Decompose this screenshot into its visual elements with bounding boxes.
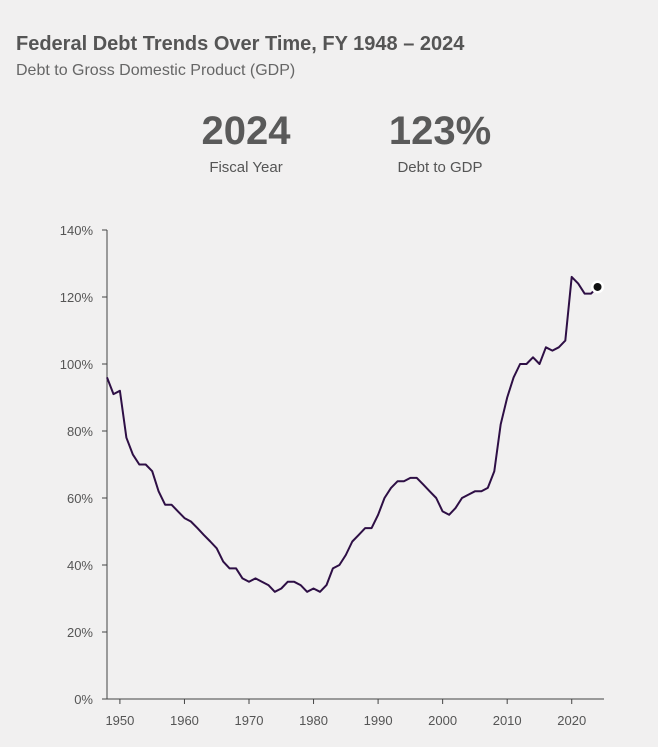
fiscal-year-stat: 2024 Fiscal Year bbox=[186, 107, 306, 176]
highlight-point[interactable] bbox=[593, 282, 602, 291]
chart-subtitle: Debt to Gross Domestic Product (GDP) bbox=[16, 62, 296, 79]
x-tick-label: 1960 bbox=[170, 713, 199, 728]
x-axis: 1950 1960 1970 1980 1990 2000 2010 2020 bbox=[105, 698, 604, 728]
y-tick-label: 0% bbox=[74, 692, 93, 707]
debt-to-gdp-stat: 123% Debt to GDP bbox=[376, 107, 504, 176]
y-tick-label: 60% bbox=[67, 491, 93, 506]
x-tick-label: 1950 bbox=[105, 713, 134, 728]
x-tick-label: 1980 bbox=[299, 713, 328, 728]
series-group bbox=[106, 275, 605, 593]
x-tick-label: 2020 bbox=[557, 713, 586, 728]
y-tick-label: 140% bbox=[60, 223, 94, 238]
debt-to-gdp-label: Debt to GDP bbox=[397, 159, 483, 176]
fiscal-year-value: 2024 bbox=[201, 109, 291, 153]
fiscal-year-label: Fiscal Year bbox=[209, 159, 283, 176]
x-tick-label: 2010 bbox=[493, 713, 522, 728]
y-tick-label: 20% bbox=[67, 625, 93, 640]
y-axis: 0% 20% 40% 60% 80% 100% 120% 140% bbox=[60, 223, 108, 707]
debt-to-gdp-value: 123% bbox=[388, 109, 492, 153]
debt-series-line[interactable] bbox=[106, 275, 599, 593]
y-tick-label: 120% bbox=[60, 290, 94, 305]
x-tick-label: 2000 bbox=[428, 713, 457, 728]
y-tick-label: 40% bbox=[67, 558, 93, 573]
chart-title: Federal Debt Trends Over Time, FY 1948 –… bbox=[16, 33, 465, 55]
y-tick-label: 100% bbox=[60, 357, 94, 372]
x-tick-label: 1970 bbox=[235, 713, 264, 728]
x-tick-label: 1990 bbox=[364, 713, 393, 728]
y-tick-label: 80% bbox=[67, 424, 93, 439]
